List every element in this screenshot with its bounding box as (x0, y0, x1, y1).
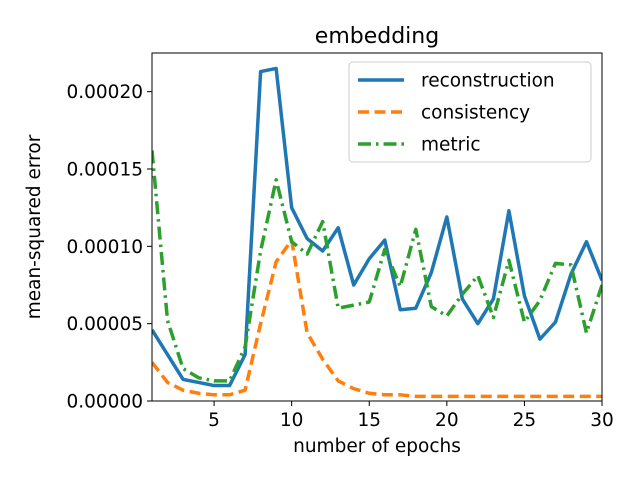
x-axis-label: number of epochs (293, 436, 461, 457)
plot-area: 5 10 15 20 25 30 0.00000 0.00005 0.00010 0.00015 0… (66, 52, 614, 431)
legend-box (348, 61, 592, 163)
chart-title: embedding (315, 24, 439, 49)
legend-label-consistency: consistency (421, 103, 530, 124)
x-tick-label: 20 (435, 410, 459, 431)
series-line-consistency (152, 238, 602, 399)
y-tick-label: 0.00010 (66, 237, 143, 258)
x-tick-label: 5 (208, 410, 220, 431)
legend-label-reconstruction: reconstruction (421, 71, 555, 92)
y-tick-label: 0.00020 (66, 82, 143, 103)
x-tick-label: 25 (513, 410, 537, 431)
y-tick-label: 0.00015 (66, 160, 143, 181)
axes-frame (151, 52, 603, 402)
y-tick-label: 0.00000 (66, 392, 143, 413)
series-line-reconstruction (152, 66, 602, 388)
legend-label-metric: metric (421, 135, 481, 156)
x-tick-label: 10 (280, 410, 304, 431)
y-axis-label: mean-squared error (24, 134, 45, 319)
x-tick-label: 15 (357, 410, 381, 431)
x-tick-label: 30 (590, 410, 614, 431)
series-line-metric (152, 150, 602, 383)
series-lines (152, 66, 602, 399)
legend: reconstruction consistency metric (348, 61, 592, 163)
y-tick-label: 0.00005 (66, 314, 143, 335)
